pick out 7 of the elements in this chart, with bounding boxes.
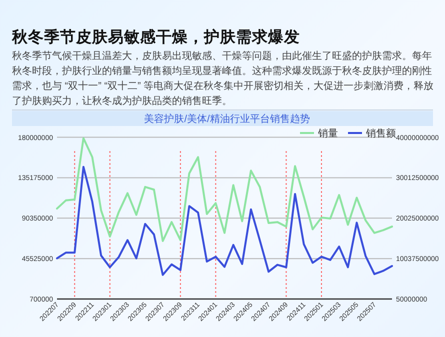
text: 美容护肤/美体/精油行业平台销售趋势 xyxy=(144,113,310,125)
line-series xyxy=(56,137,393,242)
chart-subtitle: 秋冬季节气候干燥且温差大，皮肤易出现敏感、干燥等问题，由此催生了旺盛的护肤需求。每年秋冬时段，护肤行业的销量与销售额均呈现显著峰值。这种需求爆发既源于秋冬皮肤护理的刚性需求，也与 “双十一” “双十二” 等电商大促在秋冬集中开展密切相关，大促进一步刺激消费，释放了护肤购买力，让秋冬成为护肤品类的销售旺季。 xyxy=(12,50,435,109)
legend-label: 销售额 xyxy=(365,128,396,140)
line-series xyxy=(56,166,393,276)
chart-title: 秋冬季节皮肤易敏感干燥，护肤需求爆发 xyxy=(12,28,300,48)
legend-label: 销量 xyxy=(317,128,338,140)
